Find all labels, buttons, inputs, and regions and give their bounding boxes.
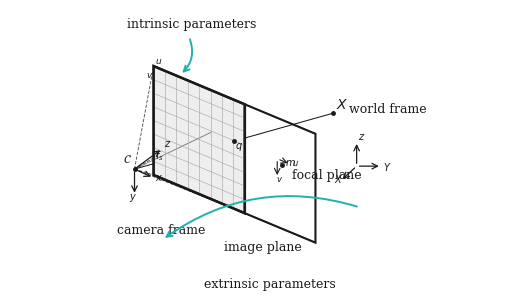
Text: $z$: $z$ xyxy=(164,139,171,149)
Text: intrinsic parameters: intrinsic parameters xyxy=(127,18,257,31)
Text: focal plane: focal plane xyxy=(292,169,362,182)
Text: world frame: world frame xyxy=(349,103,427,116)
Text: $X$: $X$ xyxy=(336,98,349,112)
Text: $X$: $X$ xyxy=(334,173,343,185)
Text: $Y$: $Y$ xyxy=(383,161,392,173)
Text: $z$: $z$ xyxy=(358,132,365,142)
FancyArrowPatch shape xyxy=(184,39,192,72)
Text: extrinsic parameters: extrinsic parameters xyxy=(204,278,335,291)
Text: $y$: $y$ xyxy=(129,192,138,204)
Text: $f_s$: $f_s$ xyxy=(155,149,164,162)
Text: $q$: $q$ xyxy=(235,140,243,152)
Text: $x$: $x$ xyxy=(155,173,163,183)
Text: $u$: $u$ xyxy=(155,57,162,66)
FancyArrowPatch shape xyxy=(166,196,357,237)
Text: $\mathcal{C}$: $\mathcal{C}$ xyxy=(123,153,132,166)
Text: $m$: $m$ xyxy=(285,158,296,168)
Text: $v$: $v$ xyxy=(276,175,283,184)
Text: $v$: $v$ xyxy=(146,71,154,80)
Text: $u$: $u$ xyxy=(292,159,299,168)
Polygon shape xyxy=(154,66,245,213)
Text: camera frame: camera frame xyxy=(117,224,205,237)
Text: image plane: image plane xyxy=(224,241,302,255)
